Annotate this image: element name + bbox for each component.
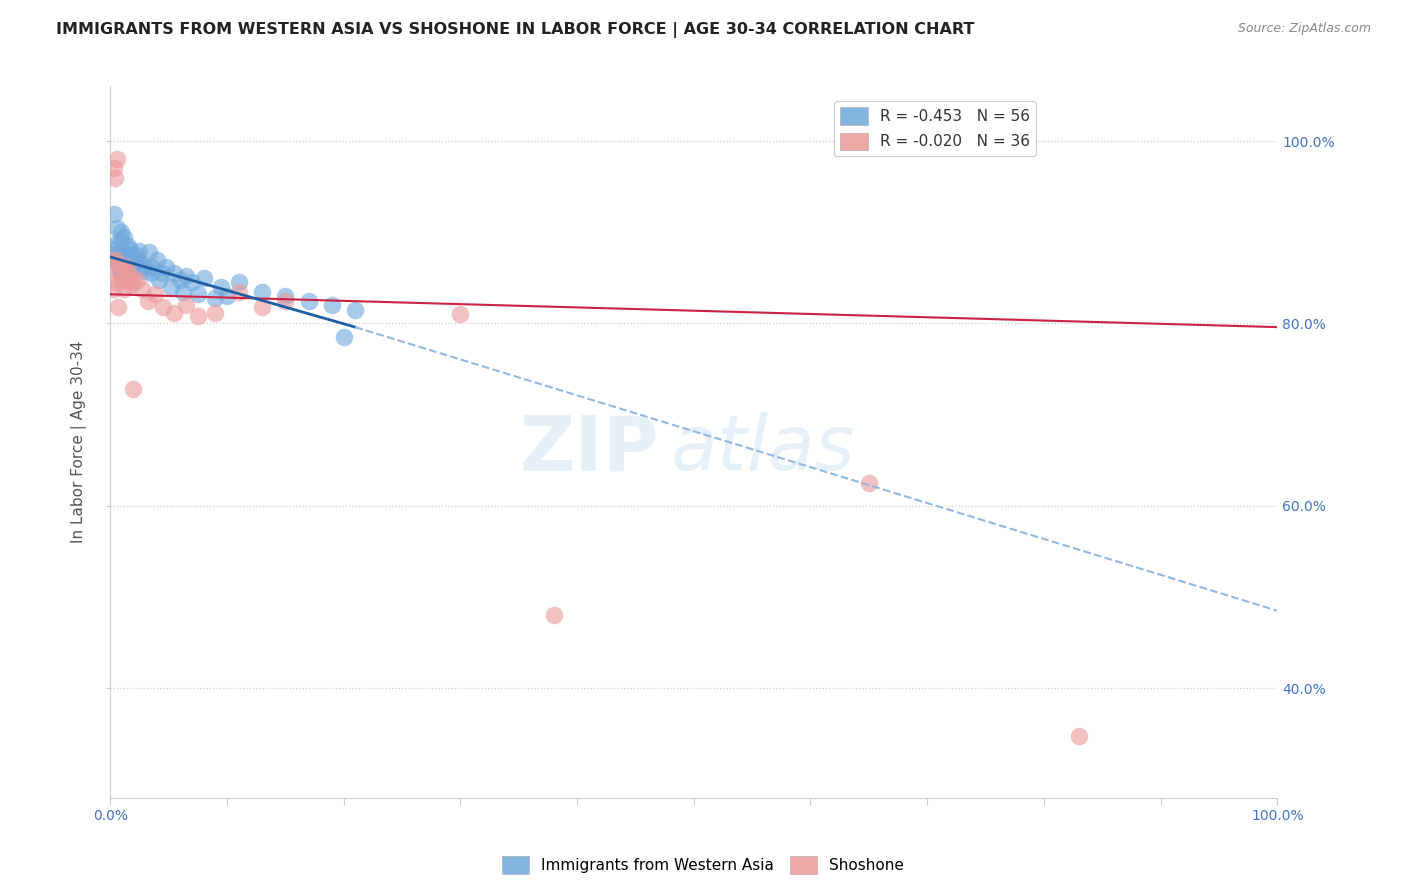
Point bbox=[141, 260, 163, 274]
Point bbox=[180, 276, 202, 290]
Point bbox=[131, 257, 153, 271]
Point bbox=[121, 252, 143, 267]
Point bbox=[111, 263, 134, 277]
Point bbox=[228, 285, 250, 299]
Point bbox=[169, 273, 191, 287]
Point bbox=[128, 244, 150, 258]
Point bbox=[107, 257, 129, 271]
Text: IMMIGRANTS FROM WESTERN ASIA VS SHOSHONE IN LABOR FORCE | AGE 30-34 CORRELATION : IMMIGRANTS FROM WESTERN ASIA VS SHOSHONE… bbox=[56, 22, 974, 38]
Point bbox=[146, 252, 169, 267]
Point bbox=[104, 170, 127, 185]
Point bbox=[104, 276, 127, 290]
Point bbox=[111, 260, 134, 274]
Point bbox=[105, 153, 128, 167]
Point bbox=[125, 273, 148, 287]
Point bbox=[107, 300, 129, 314]
Point bbox=[101, 252, 124, 267]
Point bbox=[118, 248, 141, 262]
Point bbox=[105, 236, 128, 251]
Point bbox=[103, 282, 125, 296]
Point bbox=[117, 273, 139, 287]
Point bbox=[174, 268, 197, 283]
Point bbox=[125, 252, 148, 267]
Point bbox=[117, 257, 139, 271]
Text: atlas: atlas bbox=[671, 412, 855, 486]
Point bbox=[112, 258, 135, 272]
Legend: R = -0.453   N = 56, R = -0.020   N = 36: R = -0.453 N = 56, R = -0.020 N = 36 bbox=[834, 101, 1036, 156]
Point bbox=[110, 225, 132, 239]
Point bbox=[118, 266, 141, 280]
Point bbox=[858, 476, 880, 491]
Point bbox=[228, 276, 250, 290]
Point bbox=[118, 242, 141, 256]
Point bbox=[107, 247, 129, 261]
Point bbox=[103, 242, 125, 256]
Point bbox=[344, 302, 367, 317]
Point bbox=[274, 289, 297, 303]
Point bbox=[120, 278, 142, 293]
Point bbox=[104, 252, 127, 267]
Point bbox=[112, 230, 135, 244]
Point bbox=[114, 252, 136, 267]
Point bbox=[543, 608, 565, 623]
Point bbox=[103, 161, 125, 176]
Point bbox=[120, 260, 142, 274]
Text: Source: ZipAtlas.com: Source: ZipAtlas.com bbox=[1237, 22, 1371, 36]
Point bbox=[139, 266, 162, 280]
Point bbox=[108, 261, 131, 276]
Point bbox=[148, 273, 170, 287]
Legend: Immigrants from Western Asia, Shoshone: Immigrants from Western Asia, Shoshone bbox=[496, 850, 910, 880]
Point bbox=[174, 298, 197, 312]
Point bbox=[297, 293, 319, 308]
Point bbox=[209, 280, 232, 294]
Point bbox=[117, 239, 139, 253]
Point bbox=[321, 298, 343, 312]
Point bbox=[110, 273, 132, 287]
Point bbox=[163, 305, 186, 319]
Point bbox=[250, 300, 273, 314]
Point bbox=[132, 260, 155, 274]
Point bbox=[172, 285, 194, 299]
Point bbox=[134, 263, 156, 277]
Point bbox=[120, 248, 142, 262]
Point bbox=[204, 305, 226, 319]
Point bbox=[449, 307, 471, 321]
Point bbox=[110, 233, 132, 247]
Point bbox=[204, 291, 226, 305]
Point bbox=[152, 300, 174, 314]
Point bbox=[122, 276, 145, 290]
Point bbox=[274, 293, 297, 308]
Point bbox=[122, 382, 145, 396]
Point bbox=[104, 254, 127, 268]
Point bbox=[250, 285, 273, 299]
Point bbox=[104, 252, 127, 267]
Point bbox=[187, 287, 209, 301]
Point bbox=[103, 207, 125, 221]
Point bbox=[115, 263, 138, 277]
Y-axis label: In Labor Force | Age 30-34: In Labor Force | Age 30-34 bbox=[72, 341, 87, 543]
Text: ZIP: ZIP bbox=[519, 412, 658, 486]
Point bbox=[143, 287, 166, 301]
Point bbox=[111, 266, 134, 280]
Point bbox=[105, 220, 128, 235]
Point bbox=[163, 266, 186, 280]
Point bbox=[193, 271, 215, 285]
Point bbox=[332, 330, 354, 344]
Point bbox=[131, 282, 153, 296]
Point bbox=[125, 248, 148, 262]
Point bbox=[138, 245, 160, 260]
Point bbox=[111, 245, 134, 260]
Point bbox=[187, 309, 209, 323]
Point bbox=[122, 254, 145, 268]
Point bbox=[215, 289, 238, 303]
Point bbox=[160, 280, 183, 294]
Point bbox=[108, 266, 131, 280]
Point bbox=[136, 293, 159, 308]
Point bbox=[150, 266, 173, 280]
Point bbox=[1067, 729, 1090, 743]
Point bbox=[155, 260, 177, 274]
Point bbox=[112, 282, 135, 296]
Point bbox=[115, 260, 138, 274]
Point bbox=[101, 248, 124, 262]
